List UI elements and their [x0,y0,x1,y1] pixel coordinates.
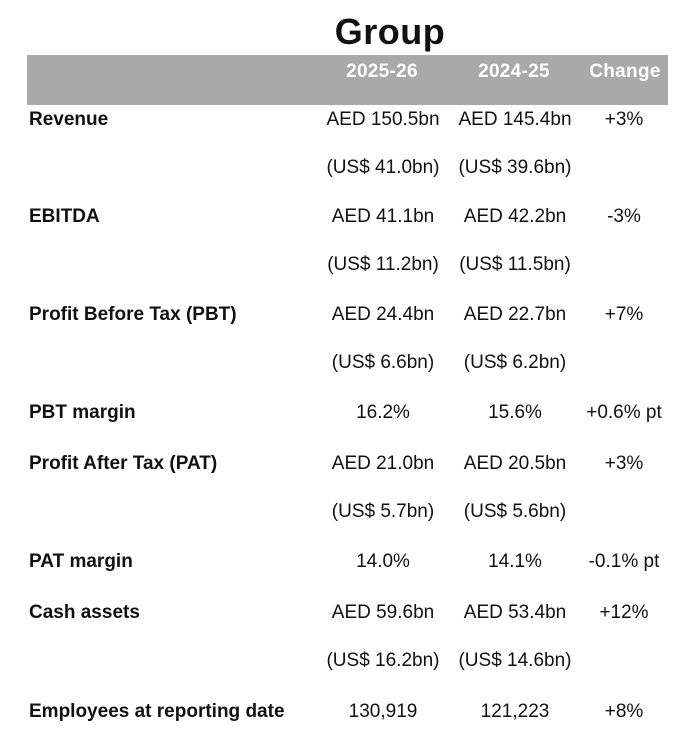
table-row: Profit Before Tax (PBT) AED 24.4bn AED 2… [0,300,698,330]
row-label: PBT margin [29,402,136,423]
value-2025-26: (US$ 5.7bn) [331,501,435,522]
row-label: PAT margin [29,551,133,572]
value-2025-26: 16.2% [356,402,410,423]
table-row: (US$ 16.2bn) (US$ 14.6bn) [0,646,698,676]
value-2024-25: (US$ 14.6bn) [458,650,572,671]
value-2025-26: AED 21.0bn [331,453,435,474]
table-header: 2025-26 2024-25 Change [27,55,668,105]
page-title: Group [334,11,446,52]
column-header-2024-25: 2024-25 [478,61,550,82]
value-2024-25: (US$ 5.6bn) [463,501,567,522]
value-2024-25: AED 22.7bn [463,304,567,325]
row-label: Employees at reporting date [29,701,285,722]
value-change: +3% [604,453,644,474]
row-label: Revenue [29,109,109,130]
table-row: (US$ 6.6bn) (US$ 6.2bn) [0,348,698,378]
row-label: Cash assets [29,602,140,623]
value-2025-26: (US$ 41.0bn) [326,157,440,178]
table-row: (US$ 5.7bn) (US$ 5.6bn) [0,497,698,527]
value-change: +0.6% pt [586,402,662,423]
table-row: PAT margin 14.0% 14.1% -0.1% pt [0,547,698,577]
table-row: (US$ 41.0bn) (US$ 39.6bn) [0,153,698,183]
value-2024-25: (US$ 39.6bn) [458,157,572,178]
value-2025-26: 14.0% [356,551,410,572]
value-2025-26: 130,919 [348,701,418,722]
value-2025-26: (US$ 16.2bn) [326,650,440,671]
value-change: -3% [607,206,641,227]
value-2025-26: AED 150.5bn [326,109,440,130]
value-2025-26: AED 59.6bn [331,602,435,623]
row-label: Profit Before Tax (PBT) [29,304,237,325]
value-2025-26: (US$ 11.2bn) [327,254,439,275]
table-row: PBT margin 16.2% 15.6% +0.6% pt [0,398,698,428]
table-row: Revenue AED 150.5bn AED 145.4bn +3% [0,105,698,135]
value-2024-25: 121,223 [480,701,550,722]
value-2024-25: AED 53.4bn [463,602,567,623]
value-2025-26: AED 24.4bn [331,304,435,325]
table-row: Employees at reporting date 130,919 121,… [0,697,698,727]
value-change: +12% [599,602,649,623]
table-row: (US$ 11.2bn) (US$ 11.5bn) [0,250,698,280]
column-header-change: Change [589,61,661,82]
table-row: Cash assets AED 59.6bn AED 53.4bn +12% [0,598,698,628]
value-2025-26: AED 41.1bn [331,206,435,227]
table-row: Profit After Tax (PAT) AED 21.0bn AED 20… [0,449,698,479]
value-change: +7% [604,304,644,325]
value-2025-26: (US$ 6.6bn) [331,352,435,373]
value-2024-25: 15.6% [488,402,542,423]
value-2024-25: 14.1% [488,551,542,572]
value-change: +3% [604,109,644,130]
value-2024-25: AED 20.5bn [463,453,567,474]
value-change: -0.1% pt [588,551,660,572]
value-2024-25: AED 42.2bn [463,206,567,227]
table-row: EBITDA AED 41.1bn AED 42.2bn -3% [0,202,698,232]
row-label: Profit After Tax (PAT) [29,453,218,474]
column-header-2025-26: 2025-26 [346,61,418,82]
value-change: +8% [604,701,644,722]
value-2024-25: (US$ 6.2bn) [463,352,567,373]
row-label: EBITDA [29,206,100,227]
value-2024-25: (US$ 11.5bn) [459,254,571,275]
value-2024-25: AED 145.4bn [458,109,572,130]
